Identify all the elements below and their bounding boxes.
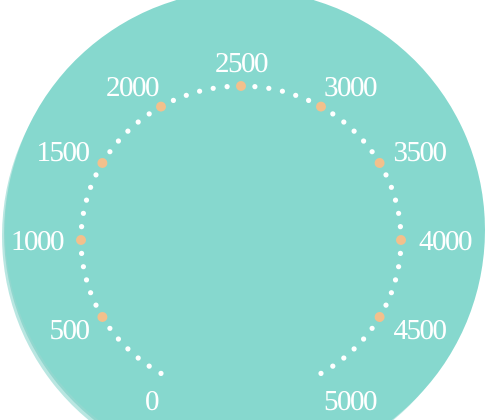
minor-tick-dot	[107, 325, 113, 331]
minor-tick-dot	[88, 290, 94, 296]
tick-label-3000: 3000	[324, 71, 377, 103]
major-tick-dot	[97, 312, 108, 322]
minor-tick-dot	[279, 88, 285, 94]
minor-tick-dot	[125, 346, 131, 352]
dial-face	[5, 0, 485, 420]
minor-tick-dot	[93, 172, 99, 178]
minor-tick-dot	[330, 363, 336, 369]
minor-tick-dot	[293, 92, 299, 98]
minor-tick-dot	[397, 224, 403, 230]
minor-tick-dot	[115, 336, 121, 342]
minor-tick-dot	[383, 302, 389, 308]
minor-tick-dot	[252, 84, 258, 90]
minor-tick-dot	[369, 149, 375, 155]
minor-tick-dot	[158, 370, 164, 376]
minor-tick-dot	[125, 128, 131, 134]
minor-tick-dot	[341, 355, 347, 361]
minor-tick-dot	[361, 336, 367, 342]
minor-tick-dot	[93, 302, 99, 308]
tick-label-1500: 1500	[37, 136, 90, 168]
minor-tick-dot	[146, 111, 152, 117]
minor-tick-dot	[369, 325, 375, 331]
minor-tick-dot	[80, 210, 86, 216]
minor-tick-dot	[351, 346, 357, 352]
major-tick-dot	[76, 235, 86, 245]
minor-tick-dot	[183, 92, 189, 98]
minor-tick-dot	[80, 264, 86, 270]
minor-tick-dot	[224, 84, 230, 90]
minor-tick-dot	[79, 250, 85, 256]
major-tick-dot	[97, 158, 108, 168]
minor-tick-dot	[135, 355, 141, 361]
minor-tick-dot	[83, 277, 90, 283]
tick-label-2000: 2000	[106, 71, 159, 103]
major-tick-dot	[236, 81, 246, 91]
minor-tick-dot	[383, 172, 389, 178]
minor-tick-dot	[351, 128, 357, 134]
minor-tick-dot	[115, 138, 121, 144]
major-tick-dot	[156, 101, 166, 112]
minor-tick-dot	[306, 97, 312, 103]
tick-label-4000: 4000	[419, 225, 472, 257]
tick-label-2500: 2500	[215, 47, 268, 79]
major-tick-dot	[396, 235, 406, 245]
minor-tick-dot	[388, 184, 394, 190]
minor-tick-dot	[396, 264, 402, 270]
minor-tick-dot	[135, 119, 141, 125]
minor-tick-dot	[88, 184, 94, 190]
major-tick-dots	[76, 81, 406, 322]
minor-tick-dot	[170, 97, 176, 103]
minor-tick-dot	[79, 224, 85, 230]
minor-tick-dot	[341, 119, 347, 125]
tick-label-5000: 5000	[324, 385, 377, 417]
major-tick-dot	[374, 312, 385, 322]
minor-tick-dot	[397, 250, 403, 256]
minor-tick-dot	[83, 197, 90, 203]
major-tick-dot	[316, 101, 326, 112]
minor-tick-dot	[197, 88, 203, 94]
minor-tick-dot	[146, 363, 152, 369]
tick-label-3500: 3500	[394, 136, 447, 168]
minor-tick-dot	[330, 111, 336, 117]
minor-tick-dot	[210, 85, 216, 91]
minor-tick-dot	[361, 138, 367, 144]
minor-tick-dot	[318, 370, 324, 376]
tick-label-0: 0	[145, 385, 159, 417]
minor-tick-dot	[107, 149, 113, 155]
tick-label-500: 500	[50, 314, 90, 346]
minor-tick-dot	[392, 197, 399, 203]
minor-tick-dot	[392, 277, 399, 283]
tick-label-1000: 1000	[11, 225, 64, 257]
minor-tick-dot	[388, 290, 394, 296]
minor-tick-dot	[266, 85, 272, 91]
minor-tick-dots	[79, 84, 403, 376]
tick-label-4500: 4500	[394, 314, 447, 346]
minor-tick-dot	[396, 210, 402, 216]
tick-labels: 0 500 1000 1500 2000 2500 3000 3500 4000 4500 5000	[11, 47, 474, 417]
major-tick-dot	[374, 158, 385, 168]
